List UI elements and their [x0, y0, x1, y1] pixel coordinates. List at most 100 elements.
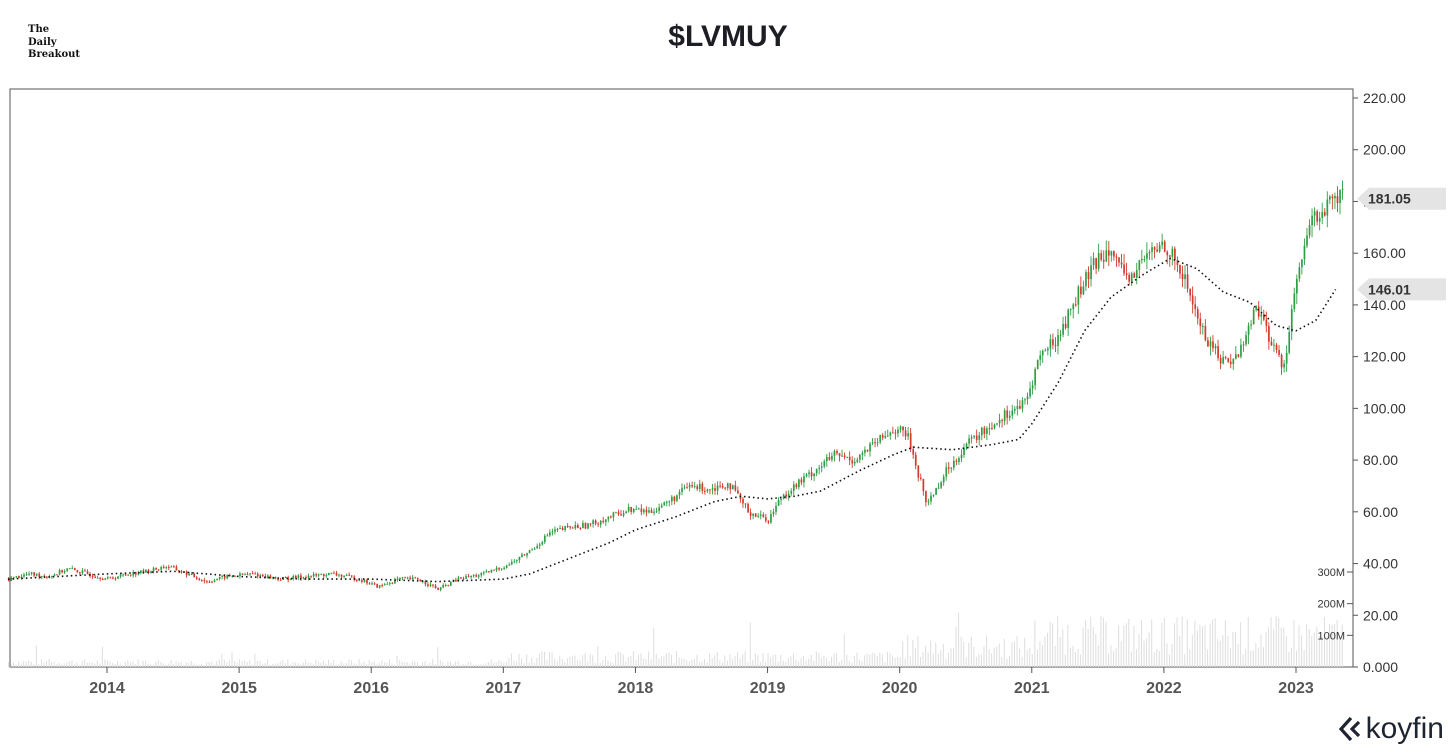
volume-bar [1316, 627, 1318, 667]
volume-bar [185, 662, 187, 667]
candle-body [681, 487, 683, 492]
candle-body [1303, 245, 1306, 260]
candle-body [805, 474, 808, 477]
volume-bar [508, 658, 510, 667]
volume-bar [340, 661, 342, 667]
volume-bar [724, 655, 726, 667]
candle-body [312, 574, 315, 577]
candle-body [510, 562, 513, 565]
volume-bar [201, 663, 203, 667]
volume-bar [569, 656, 571, 667]
volume-bar [681, 658, 683, 667]
candle-body [411, 577, 414, 580]
candle-body [1135, 270, 1138, 278]
volume-bar [582, 655, 584, 667]
volume-bar [216, 661, 218, 667]
volume-bar [513, 660, 515, 667]
candle-body [109, 577, 112, 579]
candle-body [51, 575, 53, 577]
volume-bar [765, 661, 767, 667]
volume-bar [747, 662, 749, 667]
volume-bar [101, 646, 103, 667]
volume-bar [175, 661, 177, 667]
volume-bar [218, 659, 220, 667]
candle-body [795, 484, 798, 488]
volume-bar [1217, 639, 1219, 667]
volume-bar [134, 664, 136, 667]
volume-bar [422, 662, 424, 667]
volume-tick-label: 300M [1317, 567, 1345, 579]
candle-body [1278, 349, 1280, 355]
candle-body [333, 572, 335, 574]
candle-body [28, 573, 30, 575]
volume-bar [894, 657, 896, 667]
volume-bar [1006, 658, 1008, 667]
volume-bar [477, 664, 479, 667]
candle-body [610, 516, 612, 518]
candle-body [864, 449, 866, 453]
candle-body [485, 571, 488, 573]
volume-bar [955, 626, 957, 667]
volume-bar [490, 659, 492, 667]
koyfin-chevron-icon [1338, 716, 1360, 742]
candle-body [261, 574, 264, 577]
candle-body [823, 461, 826, 467]
volume-bar [958, 612, 960, 667]
volume-bar [1201, 626, 1203, 667]
volume-bar [432, 659, 434, 667]
candle-body [310, 575, 312, 577]
volume-bar [15, 664, 17, 667]
volume-bar [716, 651, 718, 667]
candle-body [1110, 251, 1113, 256]
candle-body [195, 577, 198, 579]
candle-body [203, 580, 206, 582]
volume-bar [526, 654, 528, 667]
volume-bar [167, 663, 169, 667]
volume-bar [211, 661, 213, 667]
candle-body [536, 545, 539, 549]
volume-bar [1341, 624, 1343, 667]
volume-bar [980, 654, 982, 667]
volume-bar [795, 659, 797, 667]
volume-bar [650, 659, 652, 667]
candle-body [874, 442, 876, 444]
candle-body [302, 577, 305, 579]
volume-bar [973, 646, 975, 667]
y-tick-label: 220.00 [1363, 90, 1406, 106]
candle-body [1285, 352, 1288, 364]
volume-bar [378, 662, 380, 667]
volume-bar [368, 659, 370, 667]
candle-body [155, 567, 157, 570]
volume-bar [909, 656, 911, 667]
volume-bar [261, 663, 263, 667]
candle-body [325, 575, 328, 577]
volume-bar [376, 664, 378, 667]
volume-bar [1245, 649, 1247, 667]
volume-bar [1250, 650, 1252, 667]
candle-body [150, 571, 152, 573]
candle-body [1275, 344, 1278, 350]
candle-body [96, 577, 99, 579]
volume-bar [350, 660, 352, 667]
candle-body [180, 571, 183, 573]
volume-bar [289, 664, 291, 667]
volume-bar [366, 664, 368, 667]
candle-body [355, 580, 358, 582]
candle-body [1179, 264, 1181, 274]
volume-bar [851, 662, 853, 667]
volume-bar [790, 656, 792, 667]
candle-body [56, 574, 58, 576]
volume-bar [234, 661, 236, 667]
candle-body [1016, 406, 1019, 409]
volume-bar [879, 652, 881, 667]
candle-body [1074, 304, 1077, 306]
volume-bar [942, 644, 944, 667]
volume-bar [208, 661, 210, 667]
candle-body [648, 510, 650, 513]
candle-body [716, 485, 719, 491]
volume-bar [1069, 647, 1071, 667]
candle-body [640, 508, 643, 513]
candle-body [825, 457, 828, 462]
candle-body [627, 506, 630, 512]
volume-bar [150, 664, 152, 667]
